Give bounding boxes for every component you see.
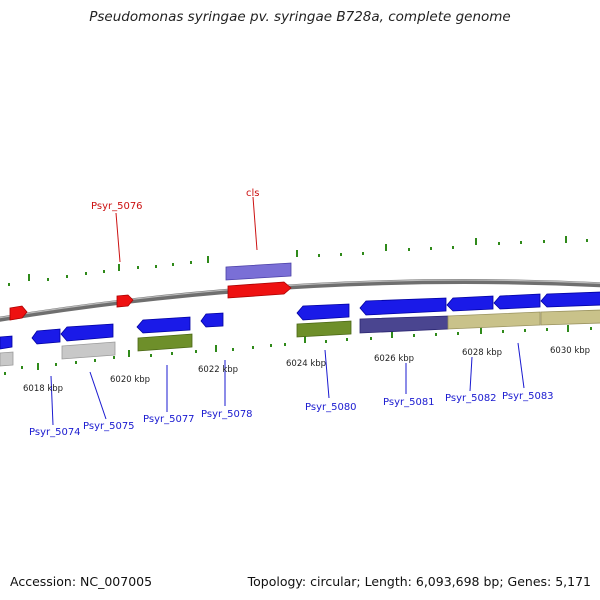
gene-label-psyr-5078[interactable]: Psyr_5078 [201,409,253,420]
leader-psyr-5075 [89,371,107,420]
leader-cls [252,196,258,251]
gene-psyr-5078[interactable] [200,312,224,328]
gene-forward-left[interactable] [9,305,28,321]
gene-label-psyr-5077[interactable]: Psyr_5077 [143,414,195,425]
leader-psyr-5074 [50,375,54,426]
scale-label: 6030 kbp [550,346,590,356]
gene-label-psyr-5076[interactable]: Psyr_5076 [91,201,143,212]
gene-reverse-right[interactable] [540,291,600,308]
leader-psyr-5083 [517,342,525,389]
gene-psyr-5081[interactable] [359,297,447,316]
lower-tick-track [4,325,592,375]
scale-label: 6026 kbp [374,354,414,364]
scale-label: 6028 kbp [462,348,502,358]
gene-psyr-5077[interactable] [136,316,191,334]
gene-label-psyr-5081[interactable]: Psyr_5081 [383,397,435,408]
gene-psyr-5074[interactable] [31,328,61,345]
gene-label-psyr-5074[interactable]: Psyr_5074 [29,427,81,438]
gene-psyr-5077-olive[interactable] [137,333,193,352]
gene-psyr-5081-navy[interactable] [359,315,449,334]
leader-psyr-5080 [324,349,330,399]
gene-label-cls[interactable]: cls [246,188,260,199]
scale-label: 6024 kbp [286,359,326,369]
gene-psyr-5082[interactable] [446,295,494,312]
leader-psyr-5076 [115,212,121,263]
genome-title: Pseudomonas syringae pv. syringae B728a,… [89,9,511,25]
gene-grey-left[interactable] [0,351,14,367]
topology-summary: Topology: circular; Length: 6,093,698 bp… [247,574,591,589]
gene-label-psyr-5075[interactable]: Psyr_5075 [83,421,135,432]
gene-psyr-5080-olive[interactable] [296,320,352,338]
scale-label: 6022 kbp [198,365,238,375]
gene-reverse-left[interactable] [0,335,13,350]
gene-label-psyr-5082[interactable]: Psyr_5082 [445,393,497,404]
gene-cls-highlight[interactable] [225,262,292,281]
scale-label: 6020 kbp [110,375,150,385]
accession-text: Accession: NC_007005 [10,574,153,589]
gene-psyr-5075-grey[interactable] [61,341,116,360]
gene-khaki-b[interactable] [540,309,600,326]
gene-label-psyr-5083[interactable]: Psyr_5083 [502,391,554,402]
scale-label: 6018 kbp [23,384,63,394]
leader-psyr-5082 [469,356,473,392]
gene-psyr-5080[interactable] [296,303,350,321]
gene-psyr-5076[interactable] [116,294,134,308]
genome-backbone [0,279,600,322]
gene-cls[interactable] [227,281,292,299]
gene-label-psyr-5080[interactable]: Psyr_5080 [305,402,357,413]
gene-psyr-5083[interactable] [493,293,541,310]
upper-tick-track [8,236,588,286]
gene-khaki-a[interactable] [447,311,541,330]
gene-psyr-5075[interactable] [60,323,114,342]
